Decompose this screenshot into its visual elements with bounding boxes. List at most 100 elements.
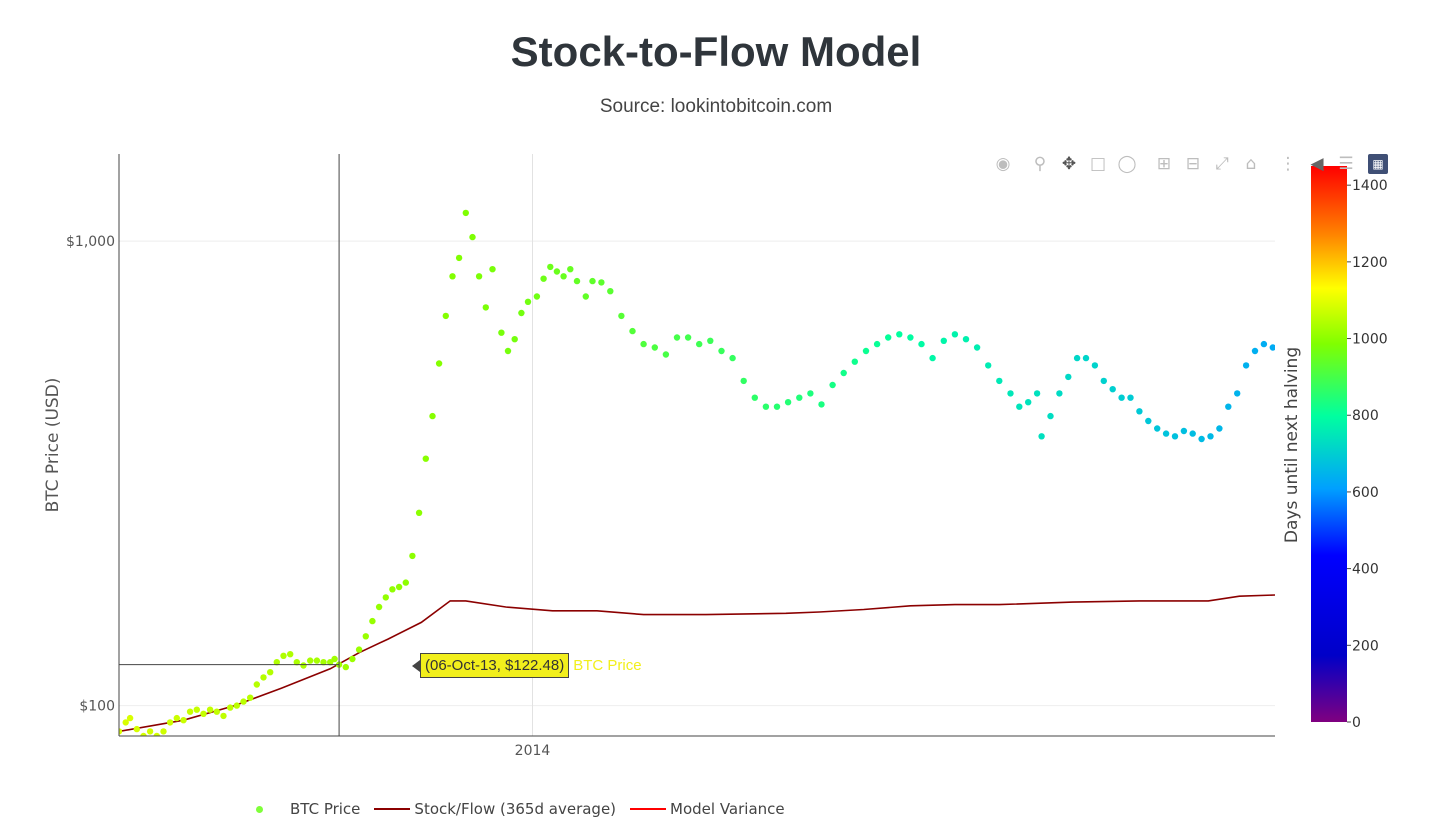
btc-price-point[interactable] [307, 657, 314, 664]
camera-icon[interactable]: ◉ [995, 154, 1011, 174]
btc-price-point[interactable] [751, 394, 758, 401]
btc-price-point[interactable] [327, 659, 334, 666]
btc-price-point[interactable] [220, 712, 227, 720]
legend-item-model-variance[interactable]: Model Variance [630, 800, 785, 818]
btc-price-point[interactable] [851, 358, 858, 365]
btc-price-point[interactable] [193, 706, 200, 713]
btc-price-point[interactable] [395, 583, 403, 591]
btc-price-point[interactable] [1207, 433, 1214, 440]
btc-price-point[interactable] [287, 651, 294, 658]
btc-price-point[interactable] [475, 273, 483, 280]
btc-price-point[interactable] [227, 704, 234, 711]
btc-price-point[interactable] [153, 732, 160, 739]
btc-price-point[interactable] [640, 340, 647, 348]
btc-price-point[interactable] [762, 403, 770, 410]
btc-price-point[interactable] [1047, 412, 1054, 420]
btc-price-point[interactable] [331, 655, 338, 663]
btc-price-point[interactable] [146, 728, 154, 735]
btc-price-point[interactable] [1242, 362, 1250, 369]
btc-price-point[interactable] [862, 347, 870, 355]
btc-price-point[interactable] [907, 334, 914, 341]
btc-price-point[interactable] [422, 455, 429, 462]
btc-price-point[interactable] [560, 273, 567, 280]
btc-price-point[interactable] [362, 633, 369, 640]
btc-price-point[interactable] [273, 659, 280, 666]
lasso-icon[interactable]: ◯ [1117, 154, 1137, 174]
btc-price-point[interactable] [126, 714, 134, 722]
btc-price-point[interactable] [369, 617, 376, 625]
btc-price-point[interactable] [511, 336, 518, 343]
legend-item-stock-flow[interactable]: Stock/Flow (365d average) [374, 800, 616, 818]
btc-price-point[interactable] [582, 293, 589, 300]
zoom-in-icon[interactable]: ⊞ [1156, 154, 1172, 174]
btc-price-point[interactable] [462, 209, 469, 217]
btc-price-point[interactable] [589, 277, 596, 285]
btc-price-point[interactable] [707, 337, 714, 344]
btc-price-point[interactable] [1065, 373, 1072, 381]
btc-price-point[interactable] [962, 336, 970, 343]
btc-price-point[interactable] [540, 275, 547, 282]
btc-price-point[interactable] [1016, 403, 1023, 410]
plotly-logo-icon[interactable]: ▦ [1368, 154, 1388, 174]
btc-price-point[interactable] [1216, 425, 1223, 432]
btc-price-point[interactable] [1091, 362, 1099, 369]
hover-compare-icon[interactable]: ☰ [1338, 154, 1354, 174]
btc-price-point[interactable] [773, 403, 781, 410]
btc-price-point[interactable] [1118, 394, 1125, 401]
btc-price-point[interactable] [1056, 390, 1063, 397]
btc-price-point[interactable] [349, 655, 356, 663]
btc-price-point[interactable] [818, 401, 825, 408]
btc-price-point[interactable] [293, 659, 300, 666]
btc-price-point[interactable] [651, 344, 658, 351]
btc-price-point[interactable] [829, 381, 836, 389]
btc-price-point[interactable] [1269, 344, 1276, 351]
btc-price-point[interactable] [160, 728, 167, 735]
btc-price-point[interactable] [504, 347, 512, 355]
btc-price-point[interactable] [840, 369, 847, 377]
reset-axes-icon[interactable]: ⌂ [1245, 154, 1257, 174]
zoom-out-icon[interactable]: ⊟ [1185, 154, 1201, 174]
btc-price-point[interactable] [140, 732, 147, 739]
btc-price-point[interactable] [429, 412, 436, 420]
btc-price-point[interactable] [673, 334, 681, 341]
btc-price-point[interactable] [1082, 354, 1090, 362]
btc-price-point[interactable] [280, 652, 287, 659]
btc-price-point[interactable] [133, 725, 140, 733]
btc-price-point[interactable] [435, 360, 443, 367]
btc-price-point[interactable] [409, 552, 416, 560]
btc-price-point[interactable] [116, 728, 123, 735]
btc-price-point[interactable] [973, 344, 981, 351]
btc-price-point[interactable] [498, 329, 505, 336]
btc-price-point[interactable] [375, 603, 383, 611]
btc-price-point[interactable] [918, 340, 925, 348]
btc-price-point[interactable] [267, 669, 274, 676]
btc-price-point[interactable] [415, 509, 423, 516]
btc-price-point[interactable] [896, 331, 903, 338]
box-select-icon[interactable]: □ [1089, 154, 1107, 174]
btc-price-point[interactable] [166, 719, 174, 726]
btc-price-point[interactable] [547, 263, 554, 271]
hover-closest-icon[interactable]: ◀ [1310, 154, 1324, 174]
btc-price-point[interactable] [313, 657, 321, 664]
btc-price-point[interactable] [618, 312, 625, 320]
btc-price-point[interactable] [180, 717, 187, 724]
btc-price-point[interactable] [355, 646, 363, 653]
btc-price-point[interactable] [1162, 430, 1170, 437]
btc-price-point[interactable] [382, 594, 389, 601]
pan-icon[interactable]: ✥ [1061, 154, 1077, 174]
btc-price-point[interactable] [696, 340, 703, 348]
btc-price-point[interactable] [873, 340, 881, 348]
btc-price-point[interactable] [240, 698, 247, 705]
btc-price-point[interactable] [442, 312, 449, 320]
btc-price-point[interactable] [1136, 408, 1143, 415]
btc-price-point[interactable] [784, 399, 792, 406]
btc-price-point[interactable] [629, 327, 636, 335]
btc-price-point[interactable] [186, 708, 194, 715]
btc-price-point[interactable] [1007, 390, 1014, 397]
btc-price-point[interactable] [1171, 433, 1179, 440]
btc-price-point[interactable] [1073, 354, 1081, 362]
btc-price-point[interactable] [320, 659, 327, 666]
btc-price-point[interactable] [1038, 433, 1045, 440]
btc-price-point[interactable] [389, 586, 396, 593]
